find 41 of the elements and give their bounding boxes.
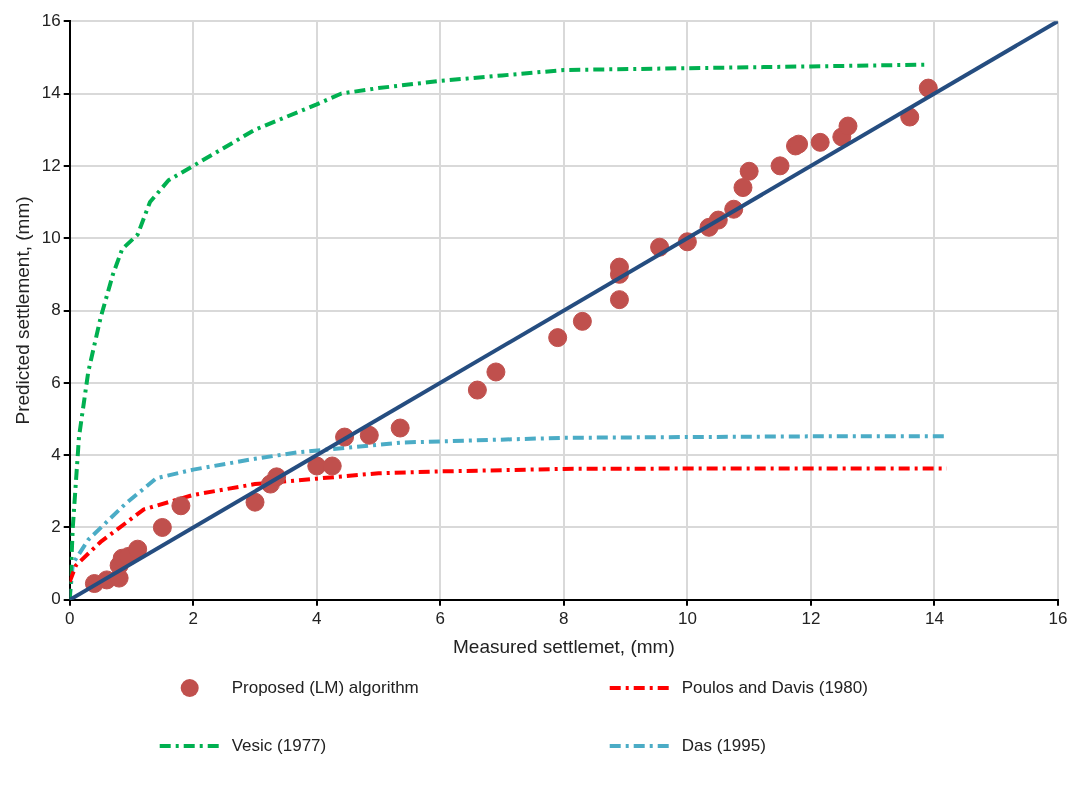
legend-label: Vesic (1977) (231, 735, 327, 755)
point (810, 132, 830, 152)
x-tick-label: 14 (925, 608, 944, 628)
y-axis-title: Predicted settlement, (mm) (11, 196, 33, 425)
point (390, 418, 410, 438)
point (486, 362, 506, 382)
point (739, 161, 759, 181)
x-axis-title: Measured settlemet, (mm) (452, 635, 675, 657)
y-tick-label: 6 (51, 372, 61, 392)
point (359, 425, 379, 445)
point (609, 290, 629, 310)
point (770, 156, 790, 176)
legend-label: Poulos and Davis (1980) (681, 677, 868, 697)
y-tick-label: 16 (41, 10, 61, 30)
y-tick-label: 4 (51, 444, 61, 464)
x-tick-label: 12 (801, 608, 821, 628)
x-tick-label: 6 (435, 608, 446, 628)
point (838, 116, 858, 136)
legend-label: Proposed (LM) algorithm (231, 677, 419, 697)
y-tick-label: 10 (41, 227, 61, 247)
point (152, 517, 172, 537)
point (322, 456, 342, 476)
point (572, 311, 592, 331)
legend-label: Das (1995) (681, 735, 766, 755)
point (467, 380, 487, 400)
x-tick-label: 2 (188, 608, 198, 628)
y-tick-label: 14 (41, 83, 61, 103)
x-tick-label: 4 (312, 608, 322, 628)
y-tick-label: 12 (41, 155, 61, 175)
point (128, 539, 148, 559)
point (548, 328, 568, 348)
x-tick-label: 16 (1048, 608, 1068, 628)
point (245, 492, 265, 512)
point (171, 496, 191, 516)
y-tick-label: 2 (51, 517, 61, 537)
y-tick-label: 0 (51, 589, 61, 609)
x-tick-label: 10 (677, 608, 697, 628)
point (733, 178, 753, 198)
x-tick-label: 0 (64, 608, 75, 628)
x-tick-label: 8 (559, 608, 569, 628)
y-tick-label: 8 (51, 300, 61, 320)
